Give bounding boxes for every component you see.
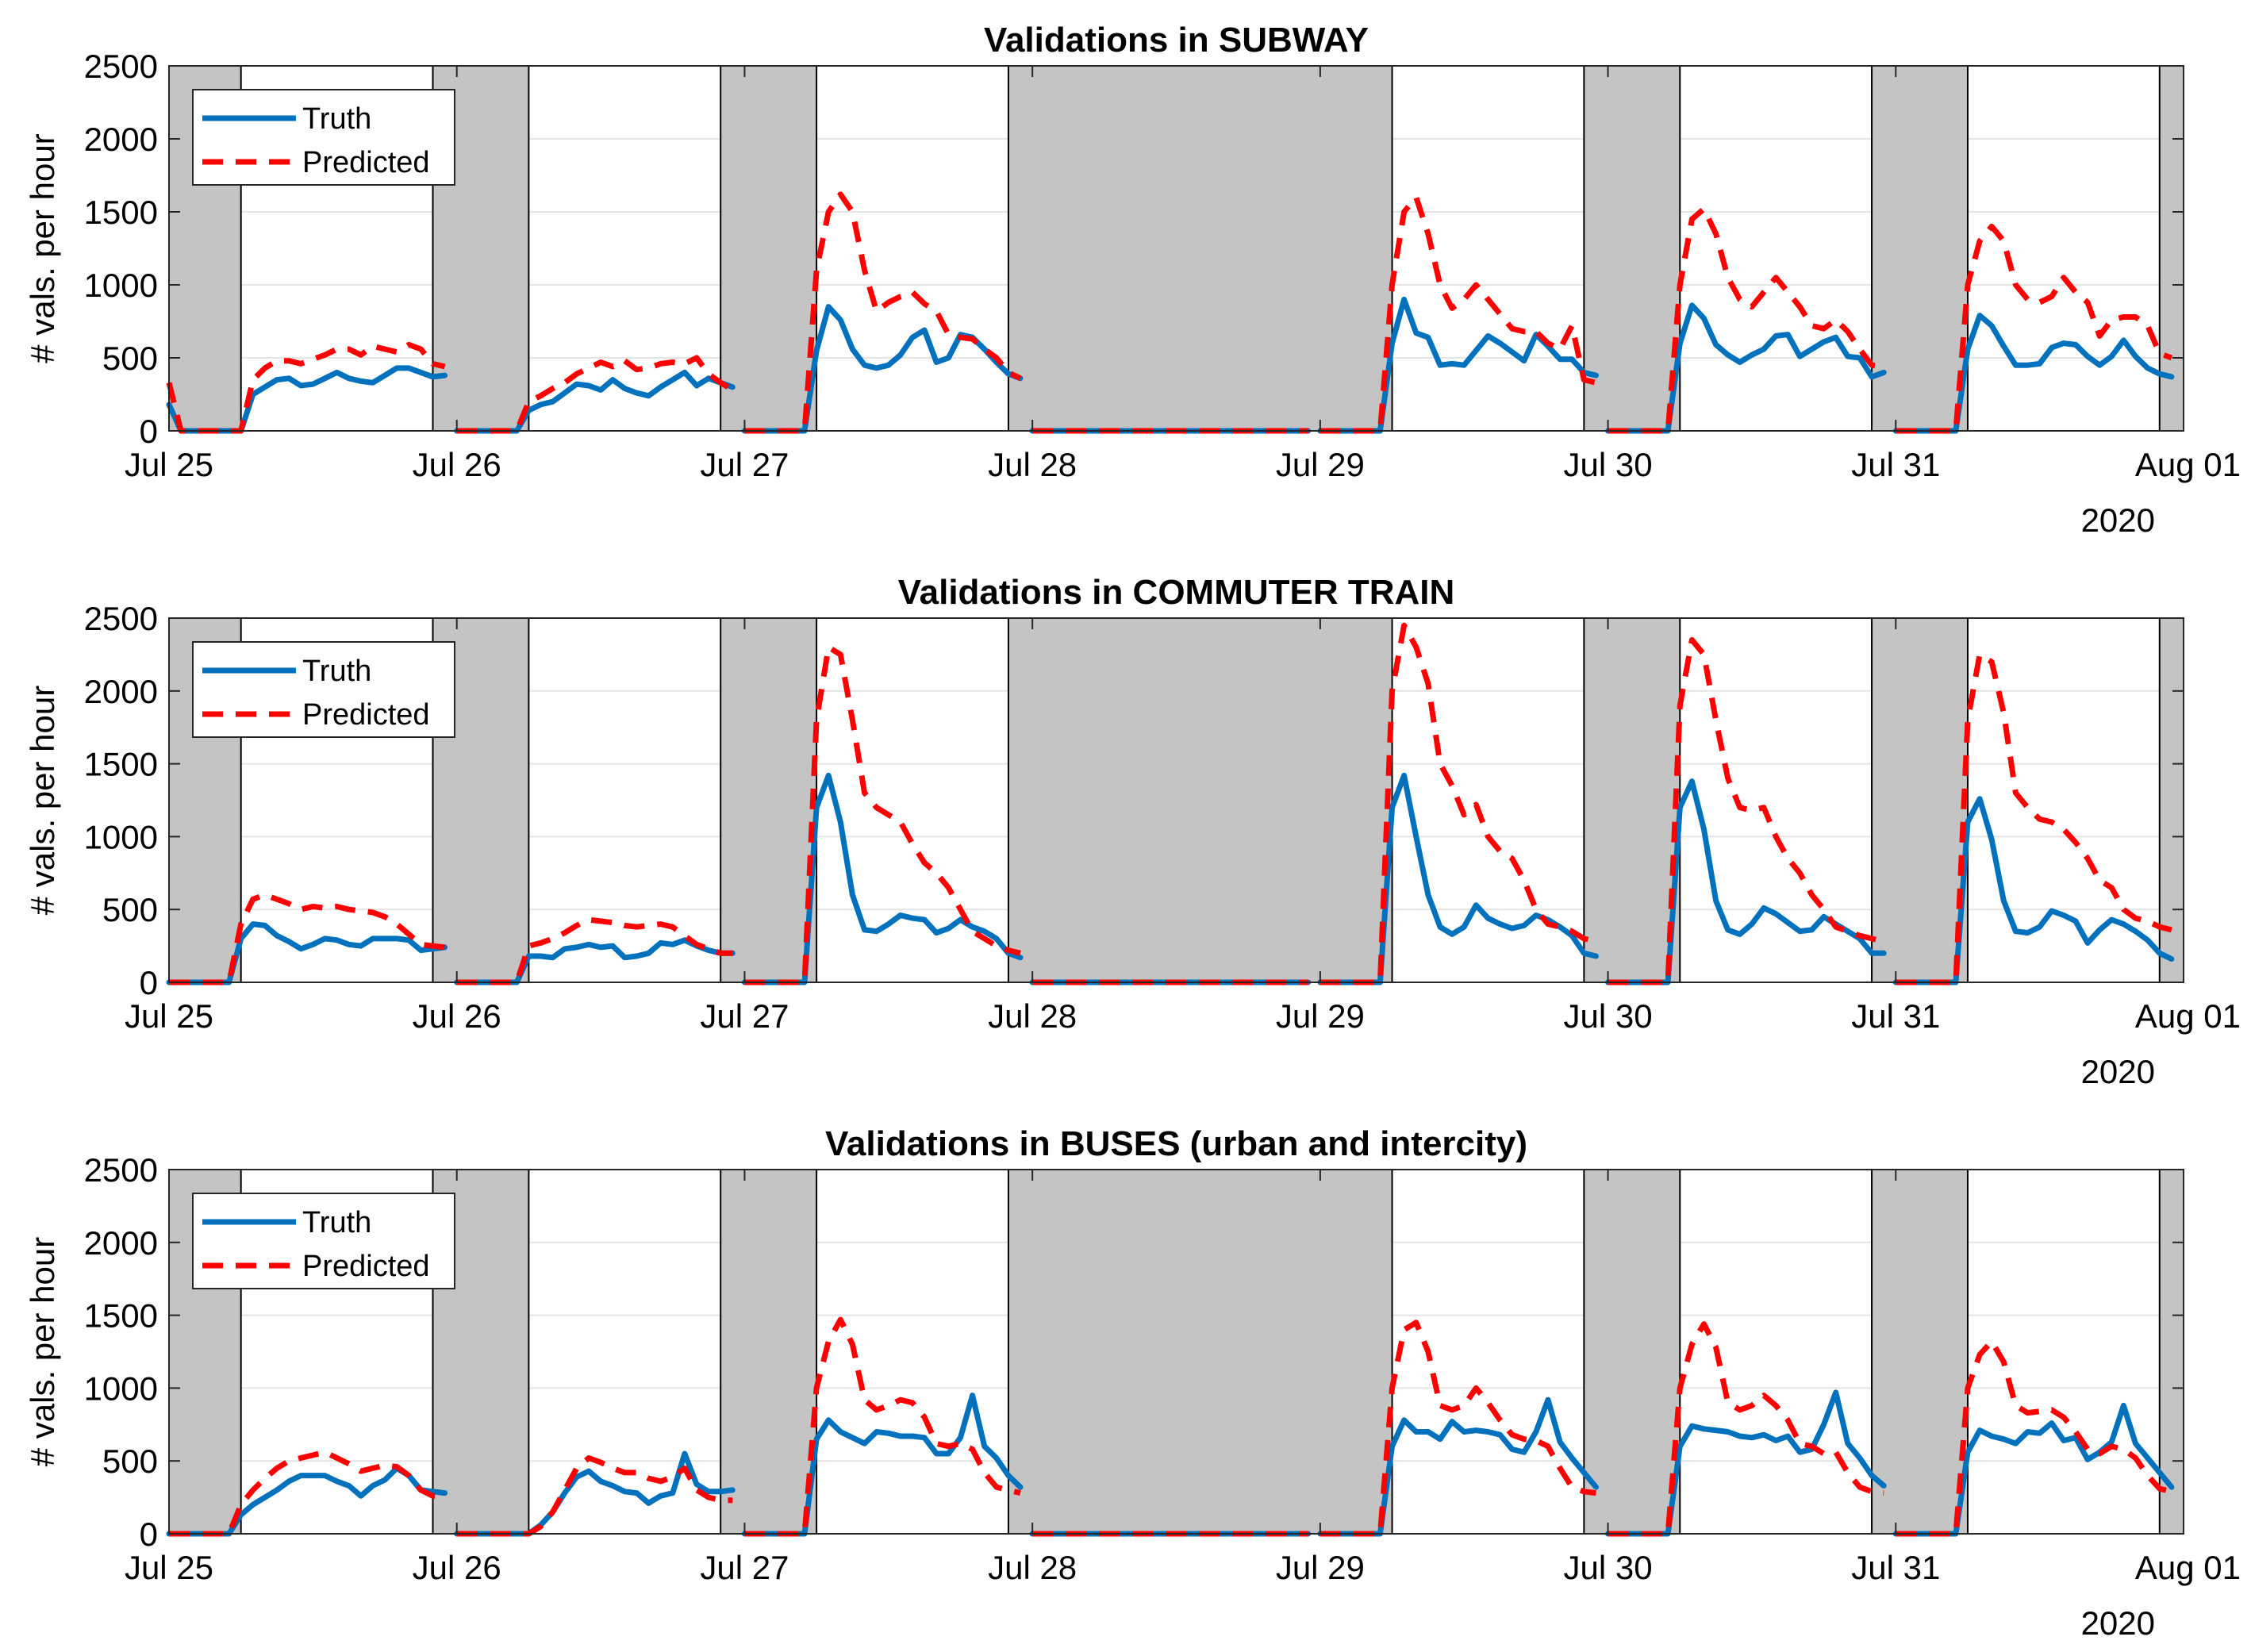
legend-label-truth: Truth <box>302 655 371 688</box>
y-tick-label: 500 <box>102 1443 158 1480</box>
x-tick-label: Jul 30 <box>1564 446 1653 483</box>
x-year-label: 2020 <box>2081 501 2155 539</box>
y-tick-label: 2500 <box>84 600 158 637</box>
y-tick-label: 1000 <box>84 1370 158 1407</box>
x-tick-label: Jul 29 <box>1276 1549 1365 1586</box>
y-tick-label: 2000 <box>84 1224 158 1262</box>
y-axis-label: # vals. per hour <box>24 1237 61 1467</box>
legend-label-predicted: Predicted <box>302 698 430 732</box>
x-tick-label: Jul 25 <box>125 1549 213 1586</box>
night-shaded-region <box>720 617 818 983</box>
chart-title: Validations in BUSES (urban and intercit… <box>825 1124 1527 1163</box>
y-tick-label: 2000 <box>84 673 158 710</box>
x-tick-label: Jul 30 <box>1564 1549 1653 1586</box>
axes-frame <box>168 617 2184 983</box>
y-tick-label: 2500 <box>84 48 158 85</box>
legend-label-predicted: Predicted <box>302 1250 430 1283</box>
x-tick-label: Jul 29 <box>1276 997 1365 1035</box>
y-tick-label: 1000 <box>84 267 158 304</box>
night-shaded-region <box>1583 617 1681 983</box>
legend-box <box>192 1193 455 1289</box>
y-tick-label: 500 <box>102 340 158 377</box>
y-axis-label: # vals. per hour <box>24 686 61 916</box>
chart-title: Validations in COMMUTER TRAIN <box>898 573 1455 612</box>
x-tick-label: Jul 31 <box>1851 446 1940 483</box>
x-tick-label: Aug 01 <box>2135 997 2241 1035</box>
legend-box <box>192 641 455 738</box>
night-shaded-region <box>1871 65 1969 432</box>
chart-panel-1: 0 500 1000 1500 2000 2500 Jul 25 Jul 26 Jul 27 Ju… <box>24 21 2241 539</box>
y-tick-label: 500 <box>102 891 158 928</box>
x-tick-label: Jul 31 <box>1851 1549 1940 1586</box>
x-year-label: 2020 <box>2081 1604 2155 1642</box>
legend-label-predicted: Predicted <box>302 146 430 179</box>
night-shaded-region <box>2158 617 2185 983</box>
y-tick-label: 2500 <box>84 1151 158 1189</box>
legend-label-truth: Truth <box>302 102 371 136</box>
x-tick-label: Jul 27 <box>700 1549 789 1586</box>
x-tick-label: Jul 29 <box>1276 446 1365 483</box>
y-tick-label: 0 <box>140 1516 158 1553</box>
night-shaded-region <box>720 65 818 432</box>
x-tick-label: Jul 26 <box>413 446 501 483</box>
x-tick-label: Jul 26 <box>413 997 501 1035</box>
x-tick-label: Jul 25 <box>125 446 213 483</box>
x-tick-label: Jul 31 <box>1851 997 1940 1035</box>
axes-frame <box>168 65 2184 432</box>
y-tick-label: 1500 <box>84 746 158 783</box>
axes-frame <box>168 1169 2184 1535</box>
legend-label-truth: Truth <box>302 1206 371 1239</box>
night-shaded-region <box>1007 1169 1393 1535</box>
x-tick-label: Jul 28 <box>988 446 1077 483</box>
legend: Truth Predicted <box>192 89 455 186</box>
x-tick-label: Jul 26 <box>413 1549 501 1586</box>
x-tick-label: Aug 01 <box>2135 1549 2241 1586</box>
night-shaded-region <box>720 1169 818 1535</box>
y-tick-label: 0 <box>140 413 158 450</box>
legend: Truth Predicted <box>192 1193 455 1289</box>
x-tick-label: Jul 25 <box>125 997 213 1035</box>
y-tick-label: 1500 <box>84 1297 158 1335</box>
x-tick-label: Jul 30 <box>1564 997 1653 1035</box>
y-axis-label: # vals. per hour <box>24 133 61 363</box>
x-year-label: 2020 <box>2081 1053 2155 1090</box>
legend: Truth Predicted <box>192 641 455 738</box>
x-tick-label: Jul 27 <box>700 997 789 1035</box>
x-tick-label: Aug 01 <box>2135 446 2241 483</box>
chart-panel-3: 0 500 1000 1500 2000 2500 Jul 25 Jul 26 Jul 27 Ju… <box>24 1124 2241 1642</box>
y-tick-label: 2000 <box>84 121 158 158</box>
legend-box <box>192 89 455 186</box>
chart-panel-2: 0 500 1000 1500 2000 2500 Jul 25 Jul 26 Jul 27 Ju… <box>24 573 2241 1090</box>
x-tick-label: Jul 27 <box>700 446 789 483</box>
night-shaded-region <box>1871 1169 1969 1535</box>
night-shaded-region <box>1871 617 1969 983</box>
night-shaded-region <box>1007 65 1393 432</box>
y-tick-label: 1500 <box>84 194 158 231</box>
night-shaded-region <box>1583 65 1681 432</box>
x-tick-label: Jul 28 <box>988 997 1077 1035</box>
x-tick-label: Jul 28 <box>988 1549 1077 1586</box>
y-tick-label: 1000 <box>84 818 158 855</box>
night-shaded-region <box>1007 617 1393 983</box>
night-shaded-region <box>1583 1169 1681 1535</box>
chart-title: Validations in SUBWAY <box>984 21 1369 60</box>
y-tick-label: 0 <box>140 964 158 1001</box>
